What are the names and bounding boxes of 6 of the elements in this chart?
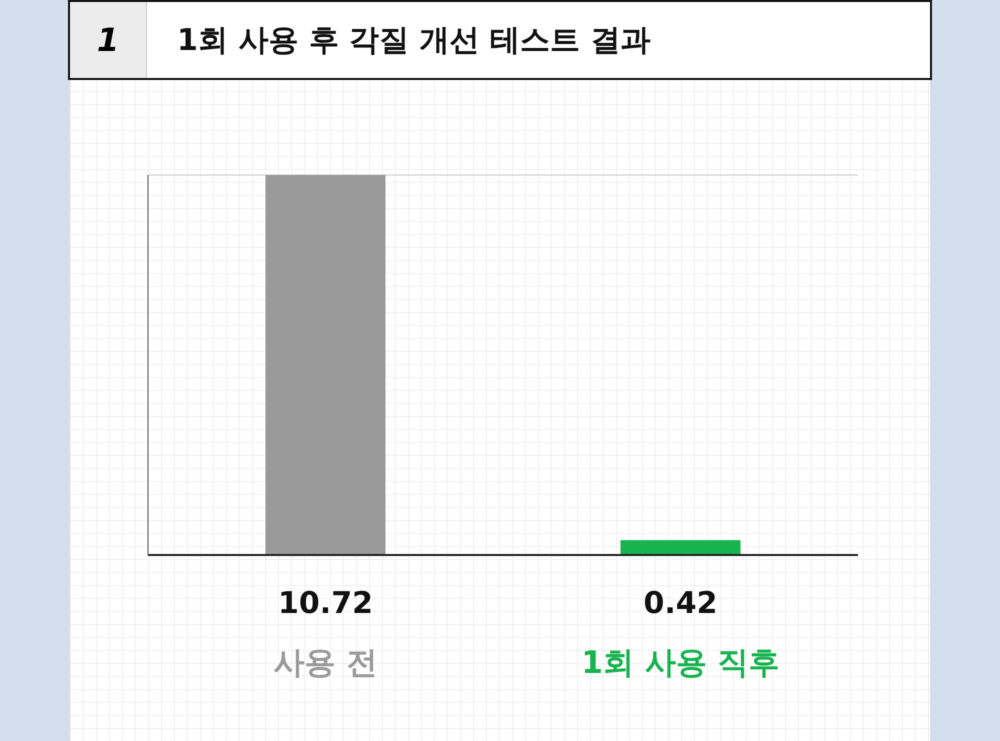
x-tick-label: 사용 전 <box>274 645 378 681</box>
data-label: 0.42 <box>643 586 718 621</box>
x-tick-label: 1회 사용 직후 <box>581 645 780 681</box>
data-label: 10.72 <box>278 586 373 621</box>
text: 1 <box>70 2 147 78</box>
chart-title: 1회 사용 후 각질 개선 테스트 결과 <box>177 22 651 60</box>
